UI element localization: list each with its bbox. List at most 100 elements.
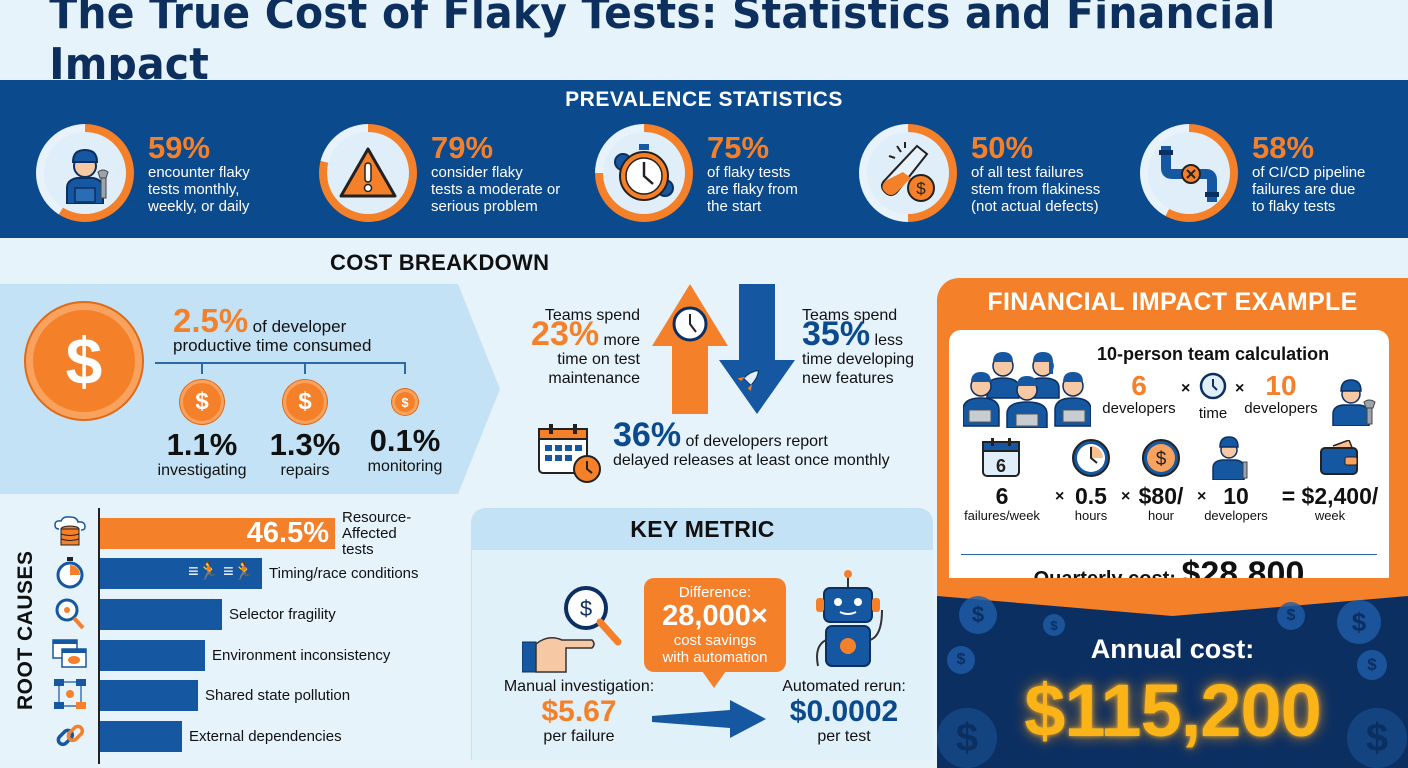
root-cause-bar bbox=[100, 640, 205, 671]
calc-label: hours bbox=[1074, 508, 1108, 523]
multiply-sign: × bbox=[1197, 488, 1207, 505]
calc-number: 6 bbox=[995, 483, 1009, 509]
hours-value: 0.5 hours bbox=[1065, 484, 1117, 523]
row1-developers-2: 10 developers bbox=[1241, 370, 1321, 418]
sub-stat-investigating: $ 1.1% investigating bbox=[147, 380, 257, 480]
robot-icon bbox=[816, 570, 883, 667]
teams-less-prefix: Teams spend bbox=[802, 307, 898, 324]
row1-label: time bbox=[1198, 405, 1228, 422]
sub-stat-percent: 1.3% bbox=[269, 427, 341, 462]
root-causes-heading: ROOT CAUSES bbox=[14, 550, 37, 710]
root-cause-label: Environment inconsistency bbox=[212, 646, 391, 664]
stat-description: consider flaky tests a moderate or serio… bbox=[431, 163, 561, 215]
dollar-coin-icon: $ bbox=[26, 303, 142, 419]
manual-value: $5.67 bbox=[541, 695, 617, 728]
root-cause-label: Timing/race conditions bbox=[269, 564, 419, 582]
developer-time-percent: 2.5% bbox=[173, 302, 249, 339]
progress-ring: $ bbox=[859, 124, 957, 222]
stat-75: 75% of flaky tests are flaky from the st… bbox=[595, 124, 798, 222]
tree-connector bbox=[155, 362, 405, 364]
tree-connector bbox=[201, 362, 203, 374]
multiply-sign: × bbox=[1055, 488, 1065, 505]
callout-value: 28,000× bbox=[662, 600, 768, 632]
progress-ring bbox=[319, 124, 417, 222]
callout-line: Difference: bbox=[678, 584, 752, 601]
magnifier-bug-icon bbox=[52, 598, 88, 630]
teams-less-line3: time developing bbox=[802, 351, 915, 368]
calc-number: 0.5 bbox=[1075, 483, 1107, 509]
row1-number: 6 bbox=[1131, 370, 1147, 401]
tree-connector bbox=[304, 362, 306, 374]
calc-label: failures/week bbox=[964, 508, 1040, 523]
dollar-coin-icon: $ bbox=[180, 380, 224, 424]
developer-time-line2: productive time consumed bbox=[173, 336, 372, 355]
shared-state-diagram-icon bbox=[52, 678, 88, 710]
automated-rerun-stat: Automated rerun: $0.0002 per test bbox=[764, 678, 924, 746]
row1-number: 10 bbox=[1265, 370, 1297, 401]
stat-percent: 50% bbox=[971, 129, 1034, 165]
calendar-icon: 6 bbox=[982, 438, 1020, 477]
delayed-line2: delayed releases at least once monthly bbox=[613, 452, 890, 469]
calculation-title: 10-person team calculation bbox=[1097, 344, 1330, 364]
stat-59: 59% encounter flaky tests monthly, weekl… bbox=[36, 124, 250, 222]
calc-label: developers bbox=[1204, 508, 1268, 523]
dollar-coin-icon: $ bbox=[947, 646, 975, 674]
manual-investigation-stat: Manual investigation: $5.67 per failure bbox=[494, 678, 664, 746]
annual-cost-banner bbox=[937, 596, 1408, 768]
stat-79: 79% consider flaky tests a moderate or s… bbox=[319, 124, 560, 222]
running-figures-icon: ≡🏃 ≡🏃 bbox=[188, 561, 255, 581]
multiply-sign: × bbox=[1181, 380, 1191, 397]
calc-number: = $2,400/ bbox=[1281, 483, 1379, 509]
calc-label: week bbox=[1314, 508, 1346, 523]
delayed-percent: 36% bbox=[613, 416, 682, 454]
weekly-total: = $2,400/ week bbox=[1275, 484, 1385, 523]
delayed-suffix: of developers report bbox=[685, 433, 828, 450]
svg-text:$: $ bbox=[580, 596, 592, 621]
stat-50: $ 50% of all test failures stem from fla… bbox=[859, 124, 1100, 222]
dollar-coin-icon: $ bbox=[283, 380, 327, 424]
key-metric-panel: KEY METRIC $ Difference: 28,000× cost sa… bbox=[471, 508, 933, 760]
root-cause-value: 46.5% bbox=[246, 517, 329, 549]
stat-description: of flaky tests are flaky from the start bbox=[707, 163, 798, 215]
developer-time-stat: 2.5% of developer bbox=[173, 302, 346, 340]
difference-callout: Difference: 28,000× cost savings with au… bbox=[644, 578, 786, 688]
sub-stat-percent: 0.1% bbox=[369, 423, 441, 458]
progress-ring bbox=[36, 124, 134, 222]
row1-label: developers bbox=[1102, 400, 1176, 417]
calculation-card: 10-person team calculation 6 developers … bbox=[949, 330, 1389, 594]
sub-stat-label: monitoring bbox=[367, 458, 443, 475]
page-title: The True Cost of Flaky Tests: Statistics… bbox=[49, 0, 1276, 90]
tree-connector bbox=[404, 362, 406, 374]
teams-more-suffix: more bbox=[603, 332, 640, 349]
dollar-coin-icon: $ bbox=[1347, 708, 1407, 768]
stat-percent: 75% bbox=[707, 129, 770, 165]
cost-breakdown-heading: COST BREAKDOWN bbox=[330, 250, 550, 275]
mechanic-icon bbox=[66, 148, 109, 204]
root-cause-bar bbox=[100, 599, 222, 630]
team-group-icon bbox=[963, 352, 1091, 428]
stopwatch-gears-icon bbox=[614, 144, 674, 201]
sub-stat-percent: 1.1% bbox=[166, 427, 238, 462]
broken-pipe-icon bbox=[1159, 146, 1219, 202]
root-cause-bar bbox=[100, 680, 198, 711]
developer-count: 10 developers bbox=[1199, 484, 1273, 523]
sub-stat-label: investigating bbox=[157, 462, 247, 479]
root-cause-label: Shared state pollution bbox=[205, 686, 351, 704]
annual-cost-label: Annual cost: bbox=[1090, 634, 1255, 664]
callout-line: cost savings bbox=[673, 632, 757, 649]
manual-unit: per failure bbox=[543, 728, 615, 745]
root-causes-axis bbox=[98, 508, 100, 764]
auto-value: $0.0002 bbox=[789, 695, 899, 728]
progress-ring bbox=[595, 124, 693, 222]
stat-percent: 79% bbox=[431, 129, 494, 165]
sub-stat-label: repairs bbox=[280, 462, 330, 479]
manual-label: Manual investigation: bbox=[503, 678, 655, 695]
delayed-releases-stat: 36% of developers report delayed release… bbox=[613, 418, 913, 470]
cloud-database-icon bbox=[52, 515, 88, 547]
auto-label: Automated rerun: bbox=[782, 678, 906, 695]
svg-text:$: $ bbox=[916, 179, 926, 198]
root-cause-bar bbox=[100, 721, 182, 752]
key-metric-heading: KEY METRIC bbox=[472, 508, 933, 550]
root-cause-bar: 46.5% bbox=[100, 517, 335, 549]
root-cause-label: External dependencies bbox=[189, 727, 342, 745]
